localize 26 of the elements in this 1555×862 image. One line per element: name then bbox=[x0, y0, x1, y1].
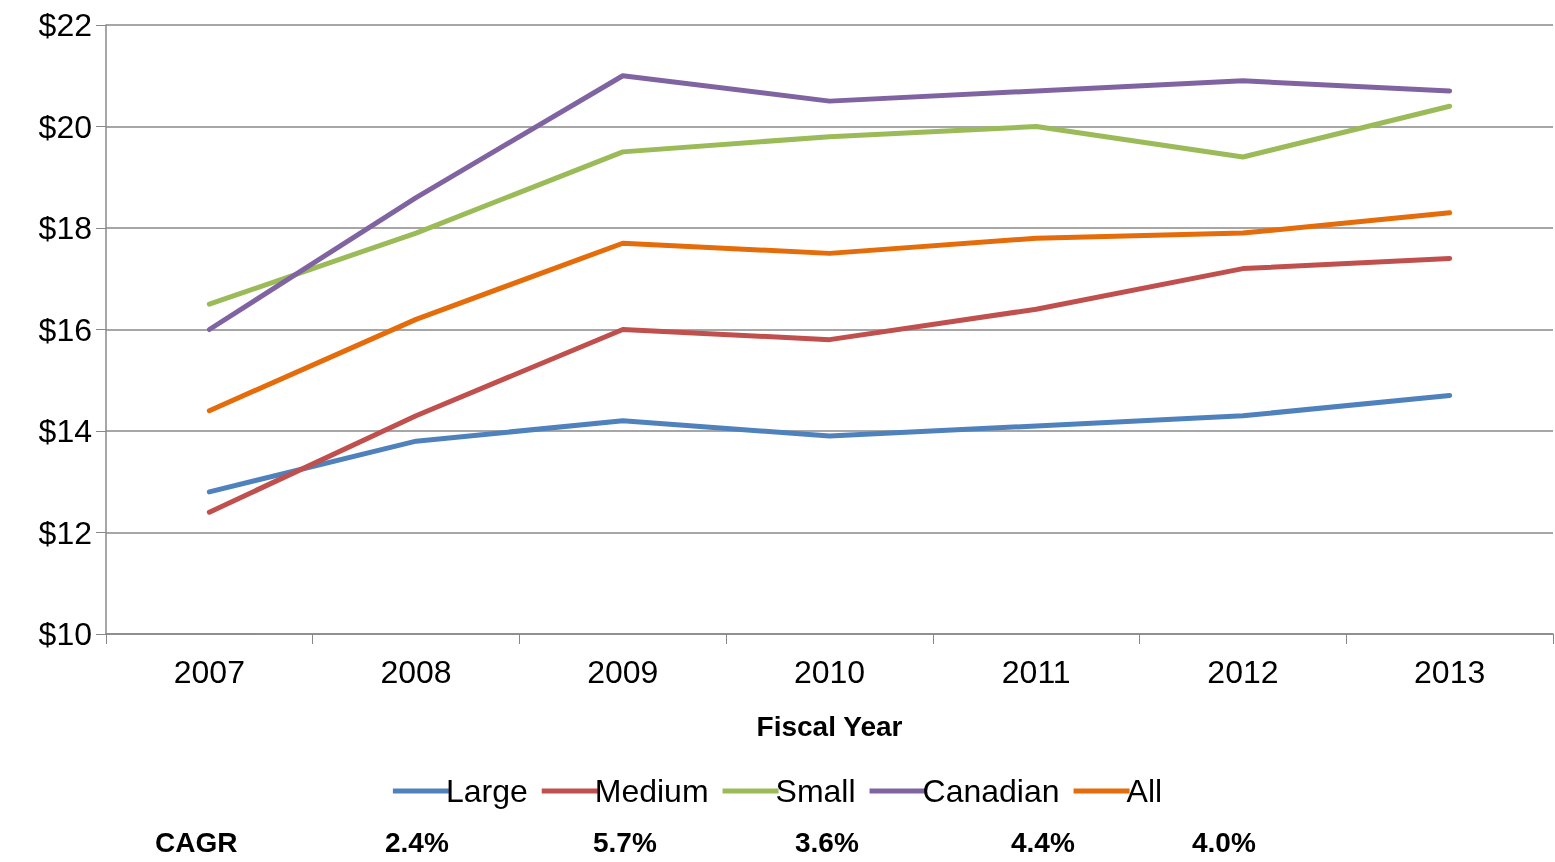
legend-label: Small bbox=[775, 773, 856, 809]
legend-label: Canadian bbox=[922, 773, 1060, 809]
text: 4.0% bbox=[1192, 826, 1256, 858]
y-tick-label: $20 bbox=[38, 108, 92, 145]
y-tick-label: $22 bbox=[38, 7, 92, 43]
y-tick-label: $18 bbox=[38, 210, 92, 246]
x-tick-label: 2009 bbox=[587, 654, 659, 690]
legend-label: Large bbox=[445, 773, 528, 809]
x-tick-label: 2007 bbox=[173, 654, 245, 690]
legend-label: Medium bbox=[594, 773, 709, 809]
text: CAGR bbox=[155, 826, 238, 858]
y-tick-label: $14 bbox=[38, 413, 92, 449]
x-tick-label: 2012 bbox=[1207, 654, 1279, 690]
text: 3.6% bbox=[795, 826, 859, 858]
text: 2.4% bbox=[385, 826, 449, 858]
y-tick-label: $10 bbox=[38, 616, 92, 652]
x-tick-label: 2010 bbox=[793, 654, 866, 690]
x-tick-label: 2011 bbox=[1001, 654, 1071, 690]
x-axis-title: Fiscal Year bbox=[756, 710, 903, 742]
x-tick-label: 2013 bbox=[1414, 654, 1486, 690]
x-tick-label: 2008 bbox=[380, 654, 452, 690]
legend-label: All bbox=[1126, 773, 1163, 809]
text: 4.4% bbox=[1011, 826, 1075, 858]
y-tick-label: $16 bbox=[38, 311, 92, 348]
text: 5.7% bbox=[593, 826, 657, 858]
y-tick-label: $12 bbox=[38, 514, 92, 551]
